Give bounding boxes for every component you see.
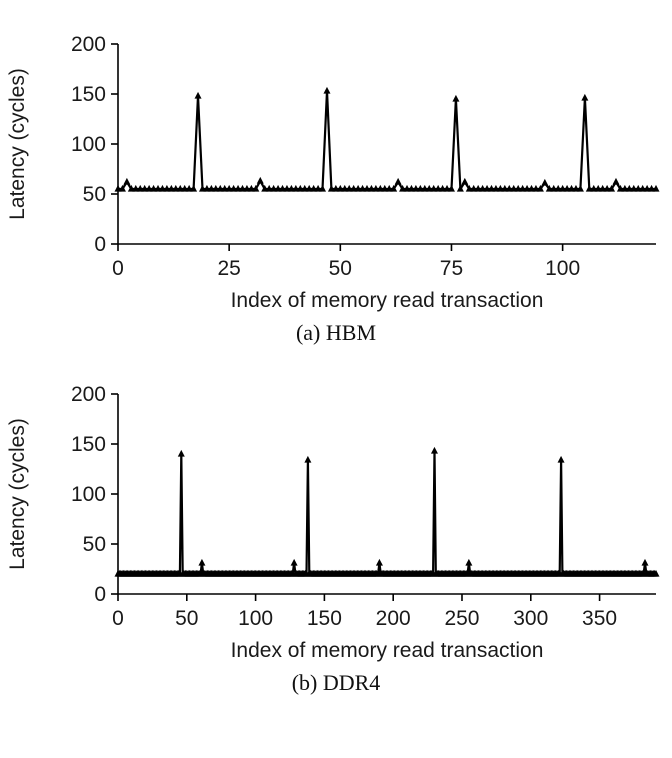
chart-caption: (a) HBM (295, 320, 377, 345)
ddr4-latency-chart: Latency (cycles) Index of memory read tr… (6, 383, 660, 662)
svg-text:200: 200 (71, 33, 106, 56)
svg-text:150: 150 (71, 433, 106, 456)
plot-area: 0 50 100 150 200 0 50 100 150 200 250 300 350 (71, 383, 660, 630)
svg-text:0: 0 (94, 233, 106, 256)
figure-ddr4: Latency (cycles) Index of memory read tr… (0, 364, 672, 696)
svg-text:200: 200 (71, 383, 106, 406)
svg-text:150: 150 (71, 83, 106, 106)
svg-text:100: 100 (238, 607, 273, 630)
svg-text:0: 0 (94, 583, 106, 606)
figure-hbm: Latency (cycles) Index of memory read tr… (0, 14, 672, 346)
svg-text:250: 250 (444, 607, 479, 630)
y-axis-label: Latency (cycles) (6, 418, 29, 570)
page: Latency (cycles) Index of memory read tr… (0, 14, 672, 696)
svg-text:150: 150 (307, 607, 342, 630)
svg-text:100: 100 (71, 133, 106, 156)
svg-text:50: 50 (175, 607, 198, 630)
svg-text:50: 50 (83, 183, 106, 206)
svg-text:75: 75 (440, 257, 463, 280)
svg-text:25: 25 (217, 257, 240, 280)
y-axis-label: Latency (cycles) (6, 68, 29, 220)
hbm-latency-chart: Latency (cycles) Index of memory read tr… (6, 33, 660, 312)
chart-caption: (b) DDR4 (291, 670, 381, 695)
x-axis-label: Index of memory read transaction (231, 289, 544, 312)
svg-text:0: 0 (112, 257, 124, 280)
svg-text:350: 350 (582, 607, 617, 630)
svg-text:100: 100 (545, 257, 580, 280)
svg-text:0: 0 (112, 607, 124, 630)
plot-area: 0 50 100 150 200 0 25 50 75 100 (71, 33, 660, 280)
svg-text:300: 300 (513, 607, 548, 630)
x-axis-label: Index of memory read transaction (231, 639, 544, 662)
svg-text:50: 50 (83, 533, 106, 556)
svg-text:100: 100 (71, 483, 106, 506)
svg-text:200: 200 (376, 607, 411, 630)
svg-text:50: 50 (329, 257, 352, 280)
